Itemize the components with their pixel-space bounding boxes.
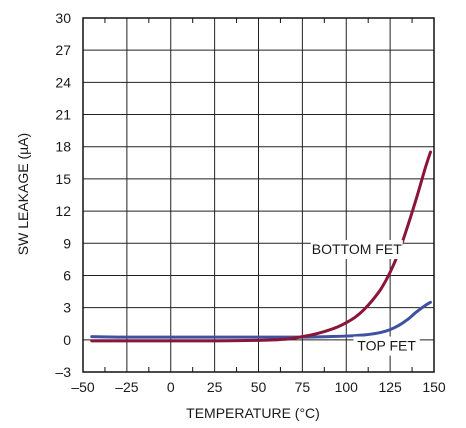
annotation-background: [310, 240, 403, 259]
y-tick-label: –3: [55, 364, 71, 380]
y-tick-label: 12: [55, 203, 71, 219]
y-tick-label: 27: [55, 42, 71, 58]
y-tick-label: 24: [55, 74, 71, 90]
y-tick-label: 9: [63, 235, 71, 251]
y-axis-title: SW LEAKAGE (µA): [15, 133, 31, 255]
x-tick-label: 125: [378, 379, 402, 395]
y-tick-label: 21: [55, 107, 71, 123]
x-axis-title: TEMPERATURE (°C): [186, 405, 320, 421]
y-tick-label: 30: [55, 10, 71, 26]
x-tick-label: –50: [71, 379, 95, 395]
x-tick-label: –25: [115, 379, 139, 395]
plot-frame: [82, 17, 435, 373]
annotation-layer: BOTTOM FET TOP FET: [310, 240, 420, 356]
y-tick-label: 0: [63, 332, 71, 348]
series-line-top-fet: [90, 300, 432, 339]
x-tick-label: 75: [295, 379, 311, 395]
x-tick-label: 50: [251, 379, 267, 395]
annotation-background: [353, 336, 420, 356]
annotation-label: TOP FET: [357, 338, 416, 354]
x-tick-label: 0: [167, 379, 175, 395]
annotation-label: BOTTOM FET: [312, 241, 402, 257]
x-tick-label: 25: [207, 379, 223, 395]
x-tick-label: 150: [422, 379, 446, 395]
y-tick-label: 6: [63, 267, 71, 283]
y-tick-label: 15: [55, 171, 71, 187]
x-tick-label: 100: [335, 379, 359, 395]
y-tick-label: 18: [55, 139, 71, 155]
y-tick-label: 3: [63, 300, 71, 316]
plot-frame-layer: [82, 17, 435, 373]
tick-label-layer: –50 –25 0 25 50 75 100 125 150 –3 0 3 6 9 12 15 18 21 24 27…: [55, 10, 445, 395]
